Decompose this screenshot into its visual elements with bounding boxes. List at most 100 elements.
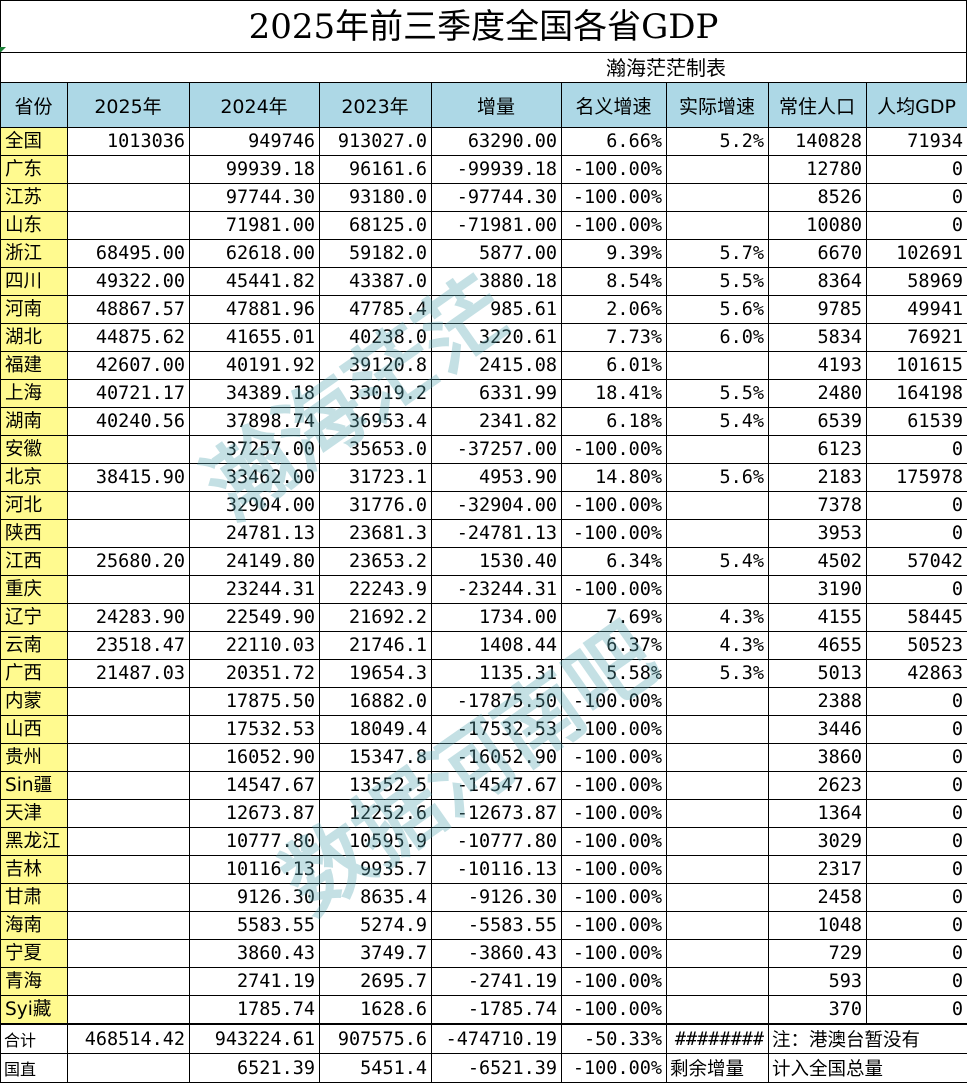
cell-per-capita-gdp[interactable]: 0 [867,184,967,212]
cell-province[interactable]: 陕西 [1,520,68,548]
cell-2023[interactable]: 913027.0 [320,128,432,156]
guozhi-2023[interactable]: 5451.4 [320,1054,432,1083]
cell-population[interactable]: 4502 [769,548,867,576]
cell-increment[interactable]: -32904.00 [432,492,562,520]
cell-nominal-growth[interactable]: -100.00% [562,884,667,912]
cell-increment[interactable]: -10116.13 [432,856,562,884]
cell-increment[interactable]: -10777.80 [432,828,562,856]
cell-province[interactable]: 贵州 [1,744,68,772]
header-nominal-growth[interactable]: 名义增速 [562,83,667,128]
cell-2025[interactable]: 68495.00 [68,240,190,268]
cell-increment[interactable]: 63290.00 [432,128,562,156]
cell-increment[interactable]: 1135.31 [432,660,562,688]
total-nominal-growth[interactable]: -50.33% [562,1024,667,1054]
cell-real-growth[interactable] [667,352,769,380]
cell-increment[interactable]: -5583.55 [432,912,562,940]
cell-province[interactable]: 天津 [1,800,68,828]
cell-per-capita-gdp[interactable]: 58445 [867,604,967,632]
cell-population[interactable]: 2317 [769,856,867,884]
cell-2023[interactable]: 68125.0 [320,212,432,240]
header-province[interactable]: 省份 [1,83,68,128]
total-real-growth[interactable]: ######## [667,1024,769,1054]
cell-2023[interactable]: 35653.0 [320,436,432,464]
cell-increment[interactable]: 6331.99 [432,380,562,408]
cell-per-capita-gdp[interactable]: 71934 [867,128,967,156]
cell-nominal-growth[interactable]: -100.00% [562,156,667,184]
cell-province[interactable]: 广西 [1,660,68,688]
cell-nominal-growth[interactable]: -100.00% [562,856,667,884]
cell-2023[interactable]: 22243.9 [320,576,432,604]
guozhi-2024[interactable]: 6521.39 [190,1054,320,1083]
header-2023[interactable]: 2023年 [320,83,432,128]
cell-2023[interactable]: 23681.3 [320,520,432,548]
cell-2023[interactable]: 1628.6 [320,996,432,1025]
cell-real-growth[interactable] [667,772,769,800]
cell-2025[interactable] [68,912,190,940]
cell-2024[interactable]: 1785.74 [190,996,320,1025]
cell-province[interactable]: 江西 [1,548,68,576]
cell-2023[interactable]: 9935.7 [320,856,432,884]
cell-province[interactable]: 青海 [1,968,68,996]
cell-per-capita-gdp[interactable]: 0 [867,156,967,184]
total-2025[interactable]: 468514.42 [68,1024,190,1054]
cell-province[interactable]: 山西 [1,716,68,744]
cell-per-capita-gdp[interactable]: 0 [867,688,967,716]
cell-increment[interactable]: -23244.31 [432,576,562,604]
cell-2024[interactable]: 14547.67 [190,772,320,800]
cell-province[interactable]: 宁夏 [1,940,68,968]
cell-population[interactable]: 3953 [769,520,867,548]
cell-nominal-growth[interactable]: -100.00% [562,940,667,968]
cell-2024[interactable]: 32904.00 [190,492,320,520]
cell-nominal-growth[interactable]: -100.00% [562,576,667,604]
cell-population[interactable]: 3860 [769,744,867,772]
cell-2025[interactable] [68,772,190,800]
cell-2024[interactable]: 34389.18 [190,380,320,408]
cell-real-growth[interactable] [667,184,769,212]
cell-population[interactable]: 3029 [769,828,867,856]
cell-population[interactable]: 2458 [769,884,867,912]
cell-2023[interactable]: 31776.0 [320,492,432,520]
cell-per-capita-gdp[interactable]: 0 [867,212,967,240]
cell-per-capita-gdp[interactable]: 175978 [867,464,967,492]
cell-2023[interactable]: 23653.2 [320,548,432,576]
cell-2024[interactable]: 24781.13 [190,520,320,548]
cell-nominal-growth[interactable]: 6.18% [562,408,667,436]
cell-nominal-growth[interactable]: -100.00% [562,968,667,996]
cell-2023[interactable]: 40238.0 [320,324,432,352]
cell-per-capita-gdp[interactable]: 0 [867,772,967,800]
cell-per-capita-gdp[interactable]: 0 [867,996,967,1025]
cell-population[interactable]: 6670 [769,240,867,268]
cell-province[interactable]: 安徽 [1,436,68,464]
guozhi-nominal-growth[interactable]: -100.00% [562,1054,667,1083]
cell-increment[interactable]: 3220.61 [432,324,562,352]
cell-province[interactable]: 广东 [1,156,68,184]
cell-increment[interactable]: -1785.74 [432,996,562,1025]
total-2023[interactable]: 907575.6 [320,1024,432,1054]
cell-province[interactable]: 浙江 [1,240,68,268]
cell-increment[interactable]: 985.61 [432,296,562,324]
cell-population[interactable]: 1048 [769,912,867,940]
cell-nominal-growth[interactable]: -100.00% [562,912,667,940]
cell-2023[interactable]: 43387.0 [320,268,432,296]
cell-population[interactable]: 8364 [769,268,867,296]
cell-2024[interactable]: 99939.18 [190,156,320,184]
cell-nominal-growth[interactable]: 2.06% [562,296,667,324]
cell-2025[interactable]: 42607.00 [68,352,190,380]
cell-real-growth[interactable] [667,156,769,184]
cell-nominal-growth[interactable]: 6.01% [562,352,667,380]
cell-2023[interactable]: 3749.7 [320,940,432,968]
cell-population[interactable]: 1364 [769,800,867,828]
cell-real-growth[interactable] [667,436,769,464]
cell-2023[interactable]: 36953.4 [320,408,432,436]
cell-real-growth[interactable] [667,212,769,240]
cell-real-growth[interactable]: 4.3% [667,632,769,660]
cell-population[interactable]: 10080 [769,212,867,240]
cell-2024[interactable]: 16052.90 [190,744,320,772]
cell-nominal-growth[interactable]: -100.00% [562,184,667,212]
cell-real-growth[interactable] [667,856,769,884]
guozhi-remaining-label[interactable]: 剩余增量 [667,1054,769,1083]
cell-2023[interactable]: 2695.7 [320,968,432,996]
cell-province[interactable]: 湖南 [1,408,68,436]
cell-nominal-growth[interactable]: -100.00% [562,492,667,520]
cell-increment[interactable]: -71981.00 [432,212,562,240]
